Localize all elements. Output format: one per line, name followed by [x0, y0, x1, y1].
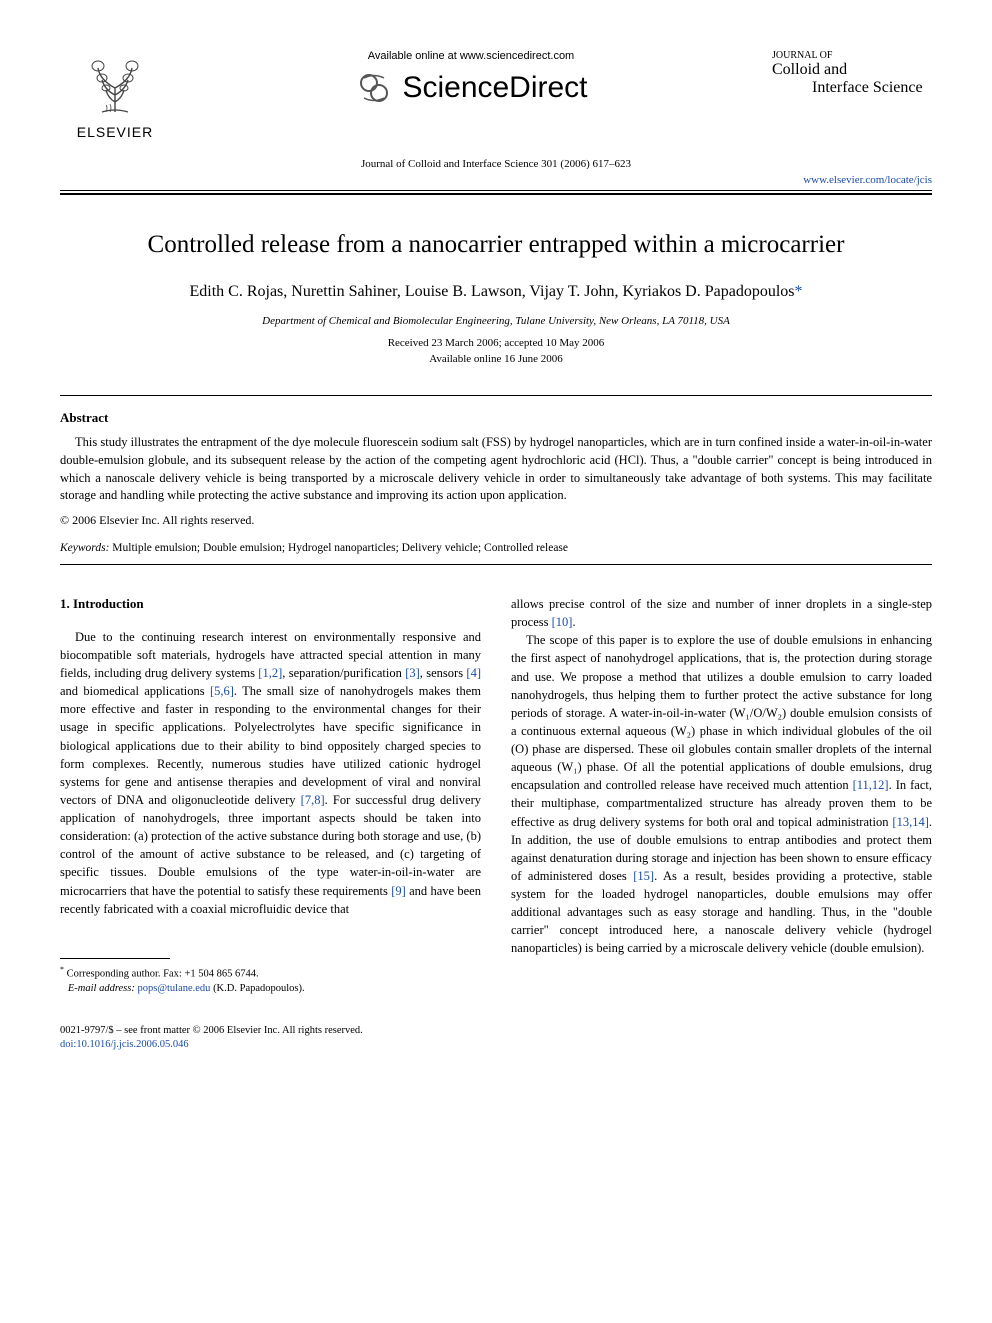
citation-1-2[interactable]: [1,2] — [258, 666, 282, 680]
authors-names: Edith C. Rojas, Nurettin Sahiner, Louise… — [189, 283, 794, 300]
citation-7-8[interactable]: [7,8] — [301, 793, 325, 807]
journal-reference: Journal of Colloid and Interface Science… — [60, 158, 932, 170]
corresponding-marker: * — [795, 283, 803, 300]
available-online-text: Available online at www.sciencedirect.co… — [170, 50, 772, 62]
footer-text: 0021-9797/$ – see front matter © 2006 El… — [60, 1024, 932, 1052]
header-rule-thin — [60, 190, 932, 191]
abstract-body: This study illustrates the entrapment of… — [60, 434, 932, 505]
article-title: Controlled release from a nanocarrier en… — [60, 231, 932, 259]
issn-copyright: 0021-9797/$ – see front matter © 2006 El… — [60, 1025, 363, 1036]
journal-url[interactable]: www.elsevier.com/locate/jcis — [60, 174, 932, 186]
citation-10[interactable]: [10] — [552, 615, 573, 629]
abstract-copyright: © 2006 Elsevier Inc. All rights reserved… — [60, 513, 932, 528]
column-left: 1. Introduction Due to the continuing re… — [60, 595, 481, 996]
affiliation: Department of Chemical and Biomolecular … — [60, 315, 932, 327]
available-online-date: Available online 16 June 2006 — [60, 353, 932, 365]
header-rule-thick — [60, 193, 932, 195]
footnote-star: * — [60, 965, 64, 974]
journal-name-line2: Interface Science — [772, 79, 932, 97]
section-1-heading: 1. Introduction — [60, 595, 481, 614]
abstract-rule-bottom — [60, 564, 932, 565]
column-right: allows precise control of the size and n… — [511, 595, 932, 996]
citation-3[interactable]: [3] — [405, 666, 420, 680]
corresponding-email[interactable]: pops@tulane.edu — [137, 983, 210, 994]
sciencedirect-block: Available online at www.sciencedirect.co… — [170, 50, 772, 108]
footnote-corr-text: Corresponding author. Fax: +1 504 865 67… — [67, 968, 259, 979]
citation-11-12[interactable]: [11,12] — [853, 778, 889, 792]
citation-4[interactable]: [4] — [466, 666, 481, 680]
intro-paragraph-2: The scope of this paper is to explore th… — [511, 631, 932, 957]
abstract-heading: Abstract — [60, 410, 932, 426]
elsevier-tree-icon — [80, 50, 150, 120]
journal-title-block: JOURNAL OF Colloid and Interface Science — [772, 50, 932, 97]
article-dates: Received 23 March 2006; accepted 10 May … — [60, 337, 932, 349]
footnote-rule — [60, 958, 170, 959]
email-label: E-mail address: — [68, 983, 135, 994]
intro-paragraph-1-continued: allows precise control of the size and n… — [511, 595, 932, 631]
citation-13-14[interactable]: [13,14] — [892, 815, 928, 829]
corresponding-footnote: * Corresponding author. Fax: +1 504 865 … — [60, 965, 481, 996]
keywords-label: Keywords: — [60, 542, 109, 554]
email-tail: (K.D. Papadopoulos). — [210, 983, 304, 994]
intro-paragraph-1: Due to the continuing research interest … — [60, 628, 481, 918]
journal-name-line1: Colloid and — [772, 61, 932, 79]
sciencedirect-icon — [354, 68, 394, 108]
sciencedirect-wordmark: ScienceDirect — [402, 71, 587, 105]
citation-9[interactable]: [9] — [391, 884, 406, 898]
body-columns: 1. Introduction Due to the continuing re… — [60, 595, 932, 996]
citation-15[interactable]: [15] — [633, 869, 654, 883]
journal-of-label: JOURNAL OF — [772, 50, 932, 61]
keywords-text: Multiple emulsion; Double emulsion; Hydr… — [109, 542, 568, 554]
abstract-rule-top — [60, 395, 932, 396]
elsevier-logo-block: ELSEVIER — [60, 50, 170, 140]
elsevier-label: ELSEVIER — [77, 124, 153, 140]
citation-5-6[interactable]: [5,6] — [210, 684, 234, 698]
authors-line: Edith C. Rojas, Nurettin Sahiner, Louise… — [60, 283, 932, 301]
keywords-row: Keywords: Multiple emulsion; Double emul… — [60, 542, 932, 554]
doi-link[interactable]: doi:10.1016/j.jcis.2006.05.046 — [60, 1039, 189, 1050]
journal-header: ELSEVIER Available online at www.science… — [60, 50, 932, 140]
